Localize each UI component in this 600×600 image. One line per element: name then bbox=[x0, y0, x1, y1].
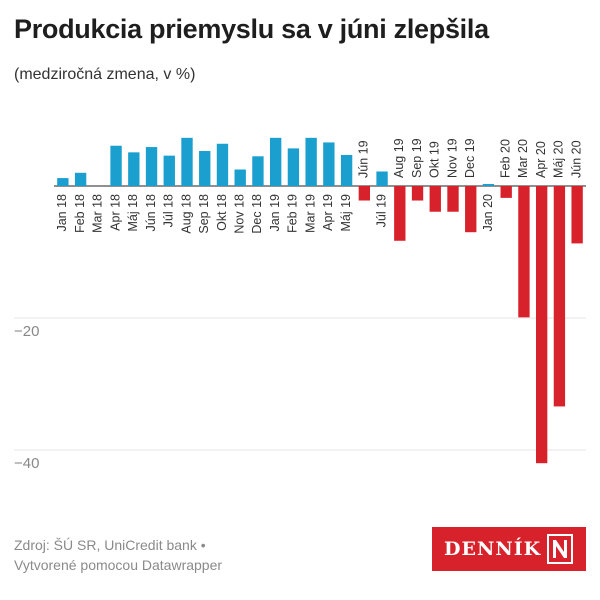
bar-apr-20[interactable] bbox=[535, 186, 548, 464]
x-tick-label: Mar 20 bbox=[516, 139, 530, 178]
logo-n-mark-icon bbox=[547, 534, 574, 564]
x-tick-label: Mar 19 bbox=[303, 194, 317, 233]
bar-máj-19[interactable] bbox=[340, 154, 353, 186]
bar-dec-19[interactable] bbox=[465, 186, 477, 233]
datawrapper-credit[interactable]: Vytvorené pomocou Datawrapper bbox=[14, 557, 223, 573]
x-tick-label: Jún 18 bbox=[144, 194, 158, 232]
x-tick-label: Jún 20 bbox=[569, 140, 583, 178]
bar-jan-19[interactable] bbox=[269, 137, 282, 186]
x-tick-label: Mar 18 bbox=[91, 194, 105, 233]
y-tick-label: −20 bbox=[14, 323, 39, 340]
bar-jún-20[interactable] bbox=[571, 186, 583, 244]
x-tick-label: Feb 19 bbox=[286, 194, 300, 233]
bar-nov-18[interactable] bbox=[234, 169, 246, 187]
source-note: Zdroj: ŠÚ SR, UniCredit bank • bbox=[14, 537, 206, 553]
bar-feb-18[interactable] bbox=[74, 172, 87, 186]
bar-sep-18[interactable] bbox=[199, 151, 211, 186]
x-tick-label: Dec 18 bbox=[250, 194, 264, 234]
bar-sep-19[interactable] bbox=[411, 186, 424, 201]
x-tick-label: Jún 19 bbox=[357, 140, 371, 178]
bar-máj-18[interactable] bbox=[128, 152, 140, 186]
bar-layer bbox=[57, 137, 583, 464]
bar-máj-20[interactable] bbox=[553, 186, 566, 407]
x-tick-label: Nov 18 bbox=[232, 194, 246, 234]
bar-jún-19[interactable] bbox=[358, 186, 371, 201]
x-tick-label: Okt 18 bbox=[215, 194, 229, 231]
x-tick-label: Máj 18 bbox=[126, 194, 140, 232]
x-tick-label: Jan 20 bbox=[481, 194, 495, 232]
y-tick-label: −40 bbox=[14, 455, 39, 472]
x-tick-label: Apr 20 bbox=[534, 141, 548, 178]
bar-dec-18[interactable] bbox=[252, 156, 264, 186]
x-tick-label: Sep 19 bbox=[410, 138, 424, 178]
bar-aug-19[interactable] bbox=[394, 186, 406, 241]
bar-nov-19[interactable] bbox=[447, 186, 459, 212]
bar-aug-18[interactable] bbox=[181, 137, 193, 186]
x-tick-label: Aug 18 bbox=[179, 194, 193, 234]
x-tick-label: Feb 20 bbox=[498, 139, 512, 178]
bar-feb-19[interactable] bbox=[287, 148, 300, 186]
dennik-n-logo[interactable]: DENNÍK bbox=[432, 527, 586, 571]
bar-apr-18[interactable] bbox=[110, 145, 122, 186]
x-axis-labels: Jan 18 Feb 18 Mar 18 Apr 18 Máj 18 Jún 18 Júl … bbox=[55, 138, 583, 233]
bar-júl-19[interactable] bbox=[376, 171, 388, 186]
bar-júl-18[interactable] bbox=[163, 155, 175, 186]
bar-mar-19[interactable] bbox=[305, 137, 317, 186]
logo-text: DENNÍK bbox=[444, 538, 542, 560]
y-axis-labels: −20 −40 bbox=[14, 323, 39, 472]
bar-mar-20[interactable] bbox=[518, 186, 530, 318]
grid-layer bbox=[14, 185, 586, 451]
x-tick-label: Jan 18 bbox=[55, 194, 69, 232]
x-tick-label: Jan 19 bbox=[268, 194, 282, 232]
chart-subtitle: (medziročná zmena, v %) bbox=[14, 66, 196, 83]
chart-title: Produkcia priemyslu sa v júni zlepšila bbox=[14, 14, 489, 44]
x-tick-label: Máj 20 bbox=[552, 140, 566, 178]
bar-chart: Jan 18 Feb 18 Mar 18 Apr 18 Máj 18 Jún 18 Júl … bbox=[14, 137, 586, 472]
x-tick-label: Máj 19 bbox=[339, 194, 353, 232]
x-tick-label: Feb 18 bbox=[73, 194, 87, 233]
x-tick-label: Sep 18 bbox=[197, 194, 211, 234]
bar-feb-20[interactable] bbox=[500, 186, 512, 198]
x-tick-label: Okt 19 bbox=[428, 141, 442, 178]
bar-okt-18[interactable] bbox=[216, 143, 229, 186]
bar-jan-20[interactable] bbox=[482, 184, 495, 186]
x-tick-label: Dec 19 bbox=[463, 138, 477, 178]
bar-jún-18[interactable] bbox=[145, 147, 158, 186]
x-tick-label: Apr 19 bbox=[321, 194, 335, 231]
x-tick-label: Apr 18 bbox=[108, 194, 122, 231]
x-tick-label: Júl 18 bbox=[162, 194, 176, 227]
chart-footer: Zdroj: ŠÚ SR, UniCredit bank • Vytvorené… bbox=[14, 535, 222, 575]
bar-okt-19[interactable] bbox=[429, 186, 441, 212]
x-tick-label: Júl 19 bbox=[374, 194, 388, 227]
bar-jan-18[interactable] bbox=[57, 178, 69, 186]
x-tick-label: Aug 19 bbox=[392, 138, 406, 178]
x-tick-label: Nov 19 bbox=[445, 138, 459, 178]
bar-apr-19[interactable] bbox=[323, 142, 335, 186]
